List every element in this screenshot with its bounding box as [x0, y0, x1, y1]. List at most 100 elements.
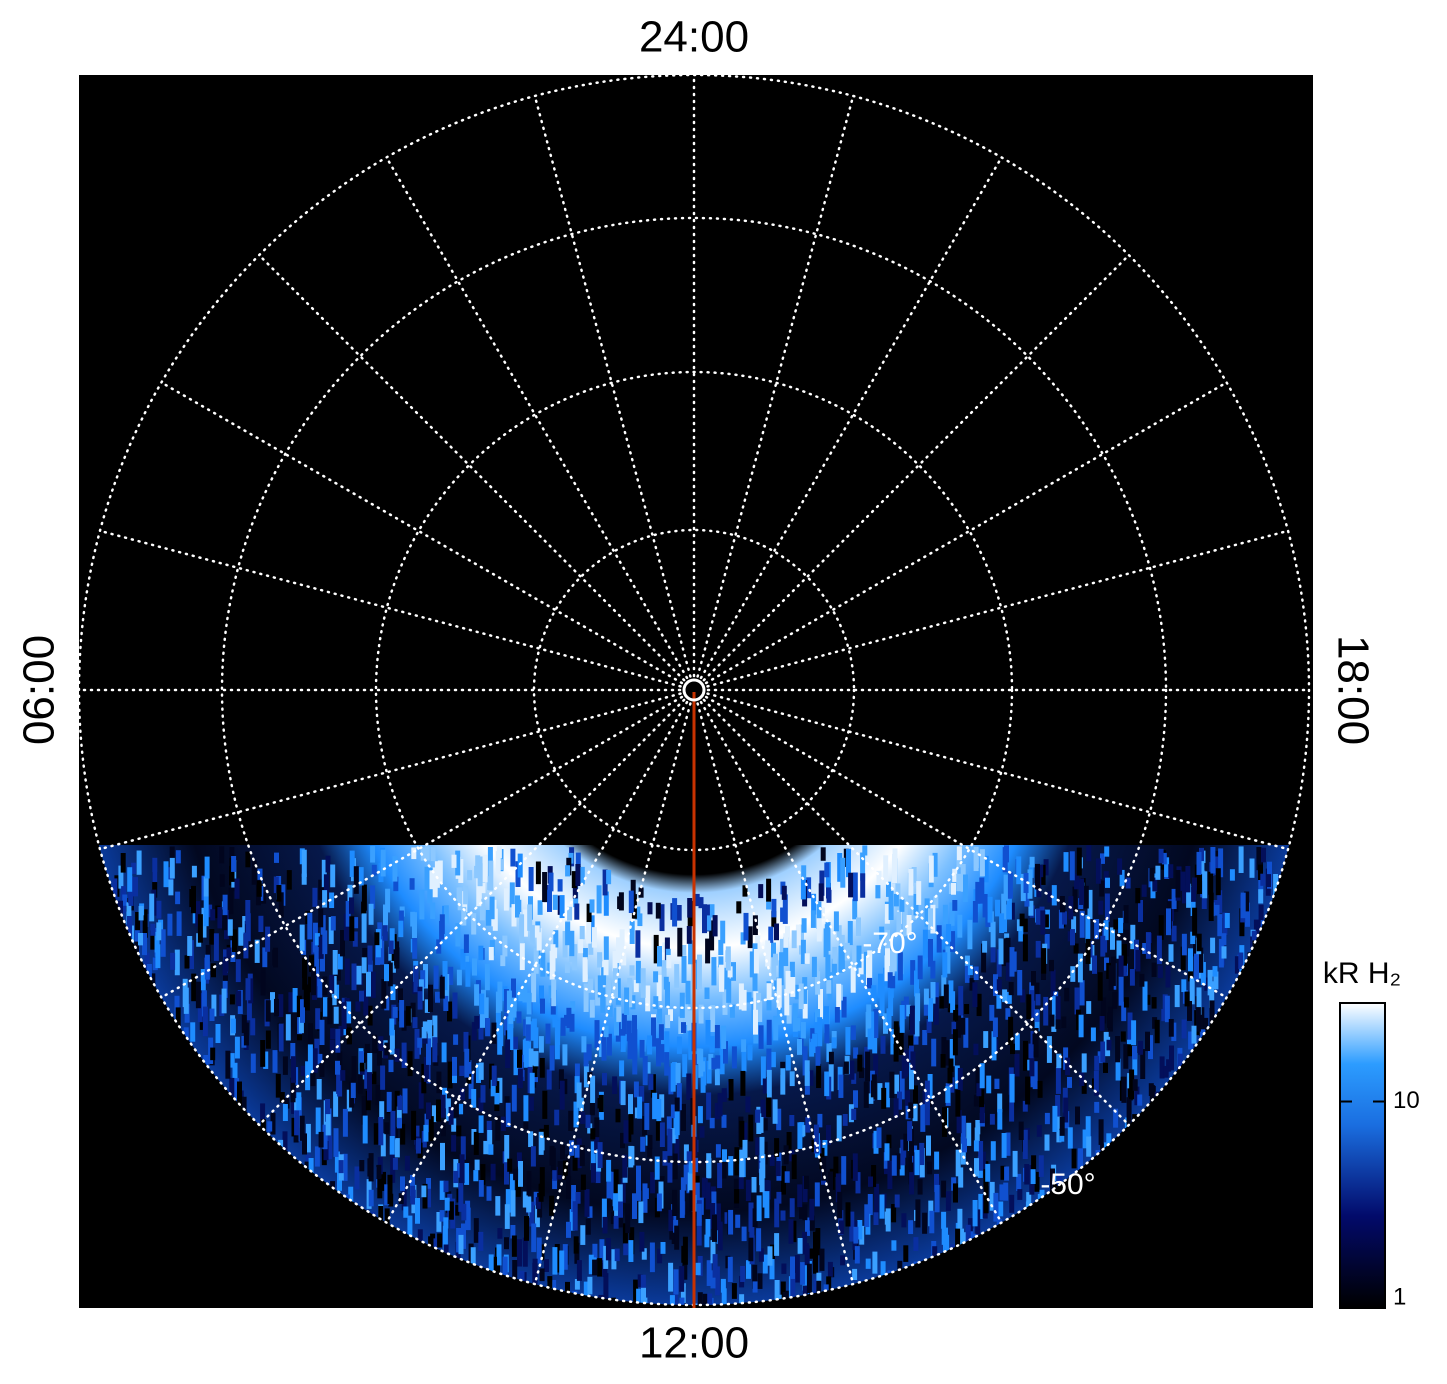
emission-pixel	[869, 1011, 875, 1040]
emission-pixel	[721, 1288, 727, 1305]
emission-pixel	[1123, 1044, 1129, 1069]
emission-pixel	[294, 1110, 300, 1136]
emission-pixel	[407, 1215, 413, 1243]
emission-pixel	[571, 871, 577, 889]
emission-pixel	[1214, 856, 1220, 876]
emission-pixel	[241, 1014, 247, 1034]
emission-pixel	[739, 1294, 745, 1305]
emission-pixel	[697, 1292, 703, 1305]
emission-pixel	[411, 847, 417, 860]
emission-pixel	[914, 1149, 920, 1176]
emission-pixel	[681, 1103, 686, 1131]
emission-pixel	[225, 1050, 231, 1079]
emission-pixel	[587, 1276, 593, 1295]
emission-pixel	[209, 929, 215, 945]
emission-pixel	[1032, 1061, 1038, 1090]
emission-pixel	[958, 985, 964, 1016]
emission-pixel	[934, 1184, 940, 1213]
emission-pixel	[535, 861, 541, 885]
emission-pixel	[1009, 902, 1015, 920]
emission-pixel	[509, 882, 515, 908]
emission-pixel	[384, 1208, 390, 1231]
emission-pixel	[371, 864, 377, 876]
pole-marker	[682, 678, 706, 702]
emission-pixel	[849, 1211, 855, 1242]
emission-pixel	[799, 1207, 804, 1219]
emission-pixel	[318, 936, 324, 959]
emission-pixel	[899, 1005, 905, 1033]
emission-pixel	[1035, 908, 1041, 925]
emission-pixel	[597, 1142, 603, 1169]
emission-pixel	[1027, 869, 1033, 899]
emission-pixel	[673, 1269, 679, 1295]
emission-pixel	[826, 980, 832, 994]
emission-pixel	[884, 1143, 890, 1161]
emission-pixel	[843, 1061, 849, 1074]
emission-pixel	[1118, 955, 1124, 977]
emission-pixel	[888, 890, 894, 920]
emission-pixel	[1055, 996, 1061, 1020]
emission-pixel	[1258, 880, 1264, 893]
emission-pixel	[1218, 848, 1224, 878]
emission-pixel	[677, 927, 683, 957]
emission-pixel	[1175, 870, 1181, 898]
emission-pixel	[565, 1154, 571, 1181]
emission-pixel	[571, 1185, 576, 1212]
emission-pixel	[1046, 1036, 1052, 1063]
emission-pixel	[976, 993, 982, 1017]
emission-pixel	[1067, 1077, 1072, 1088]
emission-pixel	[606, 1159, 612, 1182]
emission-pixel	[932, 852, 938, 877]
emission-pixel	[557, 879, 563, 892]
emission-pixel	[397, 1095, 403, 1111]
emission-pixel	[548, 872, 554, 892]
emission-pixel	[1033, 1028, 1039, 1058]
emission-pixel	[1138, 900, 1143, 923]
emission-pixel	[400, 1176, 405, 1191]
emission-pixel	[931, 1038, 937, 1067]
emission-pixel	[672, 1189, 678, 1216]
emission-pixel	[530, 1146, 536, 1167]
emission-pixel	[505, 1039, 511, 1069]
emission-pixel	[1075, 1106, 1080, 1125]
emission-pixel	[529, 1072, 535, 1094]
emission-pixel	[917, 955, 923, 980]
emission-pixel	[900, 1139, 906, 1166]
emission-pixel	[978, 1193, 984, 1219]
emission-pixel	[1161, 1008, 1167, 1022]
emission-pixel	[1094, 1101, 1100, 1113]
emission-pixel	[813, 1251, 818, 1274]
emission-pixel	[1070, 966, 1076, 982]
emission-pixel	[934, 1151, 940, 1170]
emission-pixel	[773, 953, 778, 966]
emission-pixel	[1070, 929, 1075, 946]
emission-pixel	[1056, 1053, 1062, 1069]
emission-pixel	[460, 948, 466, 970]
emission-pixel	[704, 1234, 710, 1248]
emission-pixel	[1022, 1129, 1028, 1160]
emission-pixel	[630, 879, 636, 899]
emission-pixel	[741, 989, 747, 1011]
emission-pixel	[600, 987, 606, 1013]
emission-pixel	[1107, 1012, 1112, 1028]
emission-pixel	[319, 1019, 325, 1046]
emission-pixel	[376, 1164, 382, 1180]
emission-pixel	[410, 1185, 416, 1204]
emission-pixel	[1238, 952, 1244, 969]
emission-pixel	[999, 913, 1005, 934]
emission-pixel	[683, 1164, 689, 1185]
emission-pixel	[1190, 931, 1196, 945]
emission-pixel	[618, 892, 624, 911]
emission-pixel	[342, 1108, 348, 1137]
emission-pixel	[454, 1205, 460, 1216]
emission-pixel	[802, 1176, 808, 1203]
emission-pixel	[1035, 863, 1040, 890]
emission-pixel	[594, 1117, 600, 1138]
emission-pixel	[436, 939, 442, 954]
emission-pixel	[1004, 845, 1009, 863]
emission-pixel	[353, 917, 359, 929]
emission-pixel	[606, 978, 612, 1006]
emission-pixel	[618, 1201, 623, 1218]
emission-pixel	[330, 916, 336, 931]
emission-pixel	[548, 985, 554, 1003]
